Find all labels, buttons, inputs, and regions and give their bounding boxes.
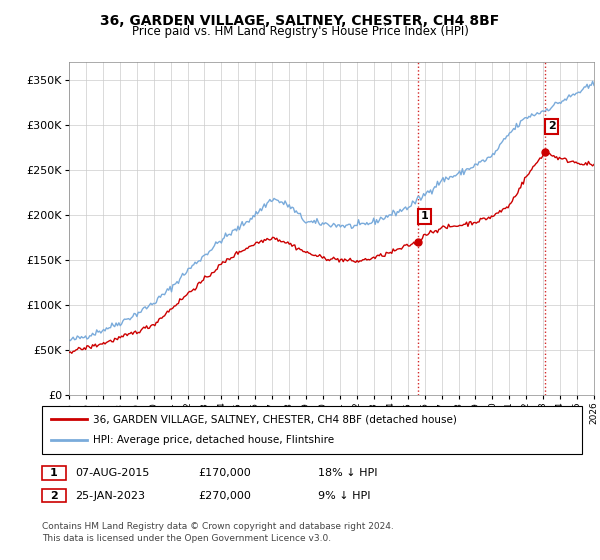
Text: 1: 1: [421, 212, 428, 222]
Text: 18% ↓ HPI: 18% ↓ HPI: [318, 468, 377, 478]
Text: 9% ↓ HPI: 9% ↓ HPI: [318, 491, 371, 501]
Text: 36, GARDEN VILLAGE, SALTNEY, CHESTER, CH4 8BF: 36, GARDEN VILLAGE, SALTNEY, CHESTER, CH…: [100, 14, 500, 28]
Text: 1: 1: [50, 468, 58, 478]
Text: 36, GARDEN VILLAGE, SALTNEY, CHESTER, CH4 8BF (detached house): 36, GARDEN VILLAGE, SALTNEY, CHESTER, CH…: [93, 414, 457, 424]
Text: Price paid vs. HM Land Registry's House Price Index (HPI): Price paid vs. HM Land Registry's House …: [131, 25, 469, 38]
Text: HPI: Average price, detached house, Flintshire: HPI: Average price, detached house, Flin…: [93, 435, 334, 445]
Text: 07-AUG-2015: 07-AUG-2015: [75, 468, 149, 478]
Text: Contains HM Land Registry data © Crown copyright and database right 2024.
This d: Contains HM Land Registry data © Crown c…: [42, 522, 394, 543]
Text: £270,000: £270,000: [198, 491, 251, 501]
Text: 2: 2: [50, 491, 58, 501]
Text: 2: 2: [548, 122, 556, 132]
Text: £170,000: £170,000: [198, 468, 251, 478]
Text: 25-JAN-2023: 25-JAN-2023: [75, 491, 145, 501]
